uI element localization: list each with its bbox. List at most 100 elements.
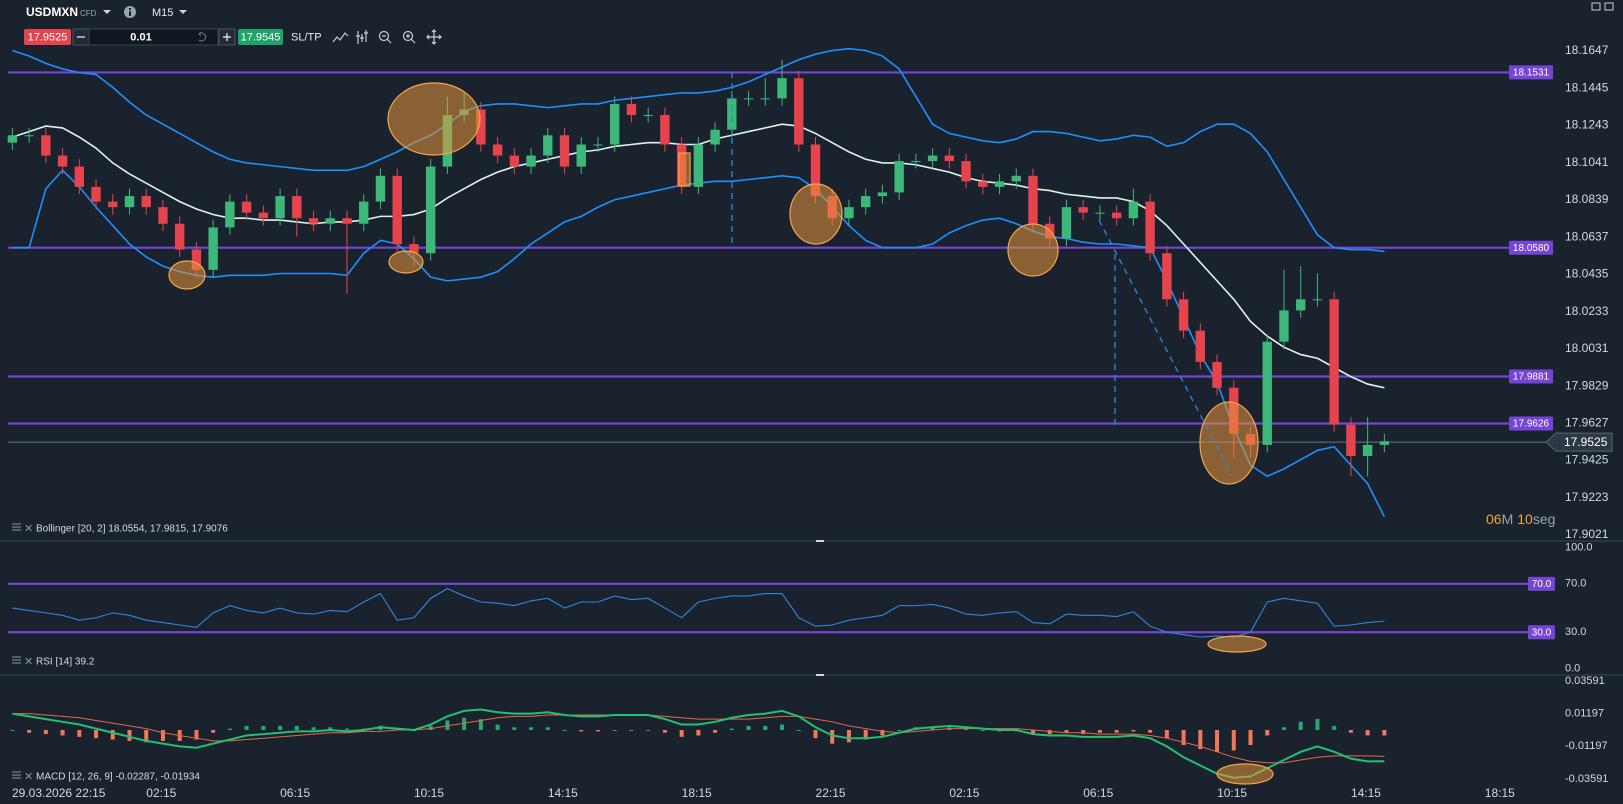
symbol-type: CFD <box>80 9 97 18</box>
macd-histogram-bar <box>1181 730 1186 746</box>
macd-histogram-bar <box>512 727 517 730</box>
chart-type-icon[interactable] <box>332 32 349 43</box>
indicator-close[interactable]: ✕ <box>24 656 33 668</box>
rsi-label: RSI [14] 39.2 <box>36 657 95 668</box>
candle-body <box>1095 212 1105 214</box>
crosshair-icon[interactable] <box>426 29 442 45</box>
macd-histogram-bar <box>1332 725 1337 730</box>
candle-body <box>124 196 135 208</box>
indicator-close[interactable]: ✕ <box>24 523 33 535</box>
candle-body <box>308 218 319 224</box>
y-tick-label: 100.0 <box>1565 541 1593 553</box>
x-tick-label: 10:15 <box>414 786 444 800</box>
macd-histogram-bar <box>746 725 751 730</box>
sl-tp-button[interactable]: SL/TP <box>291 31 322 43</box>
bollinger-upper <box>12 47 1385 253</box>
y-tick-label: 17.9627 <box>1565 416 1609 430</box>
candle-body <box>1296 299 1306 311</box>
macd-histogram-bar <box>1081 730 1086 735</box>
candle-body <box>41 135 51 156</box>
candle-body <box>1195 330 1205 362</box>
x-tick-label: 22:15 <box>816 786 846 800</box>
x-tick-label: 29.03.2026 22:15 <box>12 786 106 800</box>
window-button[interactable] <box>1604 2 1614 11</box>
level-label-box <box>1509 369 1553 384</box>
volume-input[interactable] <box>88 28 219 46</box>
macd-histogram-bar <box>194 730 199 740</box>
annotations <box>168 82 1274 785</box>
buy-button[interactable] <box>238 29 283 45</box>
y-tick-label: 0.03591 <box>1565 675 1605 687</box>
macd-histogram-bar <box>863 730 868 740</box>
candle-body <box>1329 299 1339 425</box>
panel-resize-handle[interactable] <box>816 540 824 542</box>
macd-histogram-bar <box>830 730 835 744</box>
indicator-menu-icon[interactable] <box>12 771 21 779</box>
candle-body <box>1312 299 1323 301</box>
candle-body <box>576 144 586 167</box>
x-tick-label: 06:15 <box>280 786 310 800</box>
macd-histogram-bar <box>495 724 500 730</box>
zoom-out-icon[interactable] <box>378 30 390 42</box>
macd-histogram-bar <box>345 728 350 730</box>
candle-body <box>425 166 436 254</box>
macd-histogram-bar <box>77 730 82 737</box>
sell-price: 17.9525 <box>28 31 68 43</box>
candle-body <box>543 135 553 156</box>
symbol[interactable]: USDMXN <box>26 5 78 19</box>
candle-body <box>760 98 770 100</box>
x-tick-label: 14:15 <box>548 786 578 800</box>
macd-histogram-bar <box>1265 730 1270 736</box>
candle-body <box>526 155 536 167</box>
y-tick-label: 18.0637 <box>1565 229 1609 243</box>
level-label-box <box>1509 416 1553 431</box>
candle-body <box>927 155 938 162</box>
y-tick-label: 17.9021 <box>1565 527 1609 541</box>
macd-histogram-bar <box>160 730 165 741</box>
indicator-close[interactable]: ✕ <box>24 771 33 783</box>
last-price-box <box>1545 432 1613 452</box>
timer-seconds: 10 <box>1517 511 1533 527</box>
candle-body <box>57 155 68 167</box>
candle-body <box>375 175 386 202</box>
macd-panel <box>10 708 1387 779</box>
candle-body <box>359 201 369 224</box>
macd-histogram-bar <box>110 730 115 740</box>
indicator-menu-icon[interactable] <box>12 656 21 664</box>
candle-body <box>1346 424 1356 456</box>
macd-histogram-bar <box>612 730 617 731</box>
level-label-box <box>1509 240 1553 255</box>
window-button[interactable] <box>1591 2 1601 11</box>
symbol-dropdown[interactable] <box>103 10 111 14</box>
candle-body <box>961 161 971 182</box>
zoom-in-icon[interactable] <box>402 30 414 42</box>
annotation-ellipse <box>789 183 843 245</box>
timer-seconds-unit: seg <box>1533 511 1556 527</box>
candle-body <box>626 103 637 116</box>
timeframe-dropdown[interactable] <box>179 10 187 14</box>
y-tick-label: 18.1445 <box>1565 80 1609 94</box>
y-tick-label: -0.03591 <box>1565 773 1608 785</box>
candle-body <box>1279 310 1289 342</box>
candle-body <box>158 207 168 224</box>
panel-resize-handle[interactable] <box>816 674 824 676</box>
plus-glyph <box>223 33 231 41</box>
refresh-icon[interactable] <box>198 31 207 42</box>
candle-body <box>509 155 520 167</box>
macd-histogram-bar <box>144 730 149 743</box>
macd-histogram-bar <box>211 730 216 733</box>
candle-body <box>1028 175 1038 224</box>
macd-histogram-bar <box>1198 730 1203 750</box>
y-tick-label: 18.1647 <box>1565 43 1609 57</box>
timeframe[interactable]: M15 <box>152 7 173 19</box>
indicators-icon[interactable] <box>356 30 368 44</box>
sell-button[interactable] <box>24 29 71 45</box>
macd-histogram-bar <box>629 730 634 731</box>
macd-histogram-bar <box>328 727 333 730</box>
candle-body <box>844 207 854 219</box>
indicator-menu-icon[interactable] <box>12 523 21 531</box>
candle-timer: 06M 10seg <box>1486 511 1555 527</box>
candle-body <box>693 144 704 187</box>
rsi-panel <box>8 582 1528 638</box>
